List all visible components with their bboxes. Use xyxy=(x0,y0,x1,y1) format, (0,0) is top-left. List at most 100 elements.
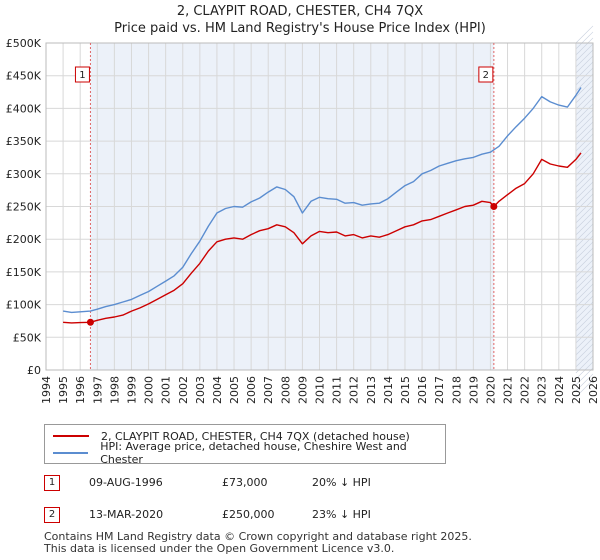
sale-date-2: 13-MAR-2020 xyxy=(89,508,164,521)
x-tick-label: 1999 xyxy=(125,376,138,404)
future-hatch-line xyxy=(575,325,594,344)
legend-label-property: 2, CLAYPIT ROAD, CHESTER, CH4 7QX (detac… xyxy=(101,429,410,443)
sale-delta-2: 23% ↓ HPI xyxy=(312,508,371,521)
x-tick-label: 2021 xyxy=(502,376,515,404)
x-tick-label: 2023 xyxy=(536,376,549,404)
future-hatch-line xyxy=(575,151,594,170)
legend-swatch-property xyxy=(53,435,89,437)
x-tick-label: 2002 xyxy=(177,376,190,404)
future-hatch-line xyxy=(575,265,594,284)
y-tick-label: £100K xyxy=(6,299,42,312)
future-hatch-line xyxy=(575,181,594,200)
sale-badge-1: 1 xyxy=(44,475,60,491)
x-tick-label: 2003 xyxy=(194,376,207,404)
sale-delta-1: 20% ↓ HPI xyxy=(312,476,371,489)
future-hatch-line xyxy=(575,259,594,278)
legend: 2, CLAYPIT ROAD, CHESTER, CH4 7QX (detac… xyxy=(44,424,446,466)
future-hatch-line xyxy=(575,241,594,260)
x-tick-label: 1995 xyxy=(57,376,70,404)
property-series-line xyxy=(63,152,582,324)
sale-badge-2: 2 xyxy=(44,507,60,523)
x-tick-label: 1994 xyxy=(40,376,53,404)
y-tick-label: £500K xyxy=(6,37,42,50)
x-tick-label: 2018 xyxy=(450,376,463,404)
sale-row-2: 2 13-MAR-2020 £250,000 23% ↓ HPI xyxy=(44,507,584,527)
future-hatch-line xyxy=(575,175,594,194)
future-hatch-line xyxy=(575,67,594,86)
future-hatch-line xyxy=(575,103,594,122)
future-hatch-line xyxy=(575,127,594,146)
legend-label-hpi: HPI: Average price, detached house, Ches… xyxy=(100,440,407,466)
future-hatch-line xyxy=(575,337,594,356)
future-hatch-line xyxy=(575,169,594,188)
future-hatch-line xyxy=(575,139,594,158)
x-tick-label: 1996 xyxy=(74,376,87,404)
future-hatch-line xyxy=(575,145,594,164)
future-hatch-line xyxy=(575,193,594,212)
future-hatch-line xyxy=(575,49,594,68)
future-hatch-line xyxy=(575,121,594,140)
sale-marker-label-1: 1 xyxy=(79,70,85,81)
x-tick-label: 2024 xyxy=(553,376,566,404)
hpi-series-line xyxy=(62,87,582,314)
legend-item-hpi: HPI: Average price, detached house, Ches… xyxy=(53,440,445,466)
future-hatch-line xyxy=(575,91,594,110)
x-tick-label: 2008 xyxy=(279,376,292,404)
sale-price-2: £250,000 xyxy=(222,508,275,521)
x-tick-label: 2025 xyxy=(570,376,583,404)
future-hatch-line xyxy=(575,223,594,242)
future-hatch-line xyxy=(575,349,594,368)
y-tick-label: £350K xyxy=(6,135,42,148)
y-tick-label: £200K xyxy=(6,233,42,246)
y-tick-label: £450K xyxy=(6,70,42,83)
x-tick-label: 2004 xyxy=(211,376,224,404)
sale-point-1 xyxy=(86,318,94,326)
x-tick-label: 2000 xyxy=(143,376,156,404)
future-hatch-line xyxy=(575,247,594,266)
y-tick-label: £250K xyxy=(6,201,42,214)
future-hatch-line xyxy=(575,229,594,248)
plot-frame xyxy=(45,42,594,371)
x-tick-label: 2009 xyxy=(296,376,309,404)
sale-marker-box-2 xyxy=(478,66,494,83)
legend-item-property: 2, CLAYPIT ROAD, CHESTER, CH4 7QX (detac… xyxy=(53,428,410,444)
sale-price-1: £73,000 xyxy=(222,476,268,489)
x-tick-label: 2020 xyxy=(484,376,497,404)
future-hatch-line xyxy=(575,85,594,104)
future-hatch-line xyxy=(575,283,594,302)
future-hatch-line xyxy=(575,79,594,98)
y-tick-label: £300K xyxy=(6,168,42,181)
y-tick-label: £400K xyxy=(6,102,42,115)
future-hatch-line xyxy=(575,379,594,398)
sale-row-1: 1 09-AUG-1996 £73,000 20% ↓ HPI xyxy=(44,475,584,495)
x-tick-label: 2006 xyxy=(245,376,258,404)
future-hatch-line xyxy=(575,115,594,134)
future-hatch-line xyxy=(575,307,594,326)
future-hatch-line xyxy=(575,331,594,350)
y-tick-label: £50K xyxy=(13,331,42,344)
x-tick-label: 2007 xyxy=(262,376,275,404)
future-hatch-line xyxy=(575,373,594,392)
future-hatch-line xyxy=(575,43,594,62)
x-tick-label: 2017 xyxy=(433,376,446,404)
x-tick-label: 2026 xyxy=(587,376,600,404)
future-hatch-line xyxy=(575,25,594,44)
x-tick-label: 2016 xyxy=(416,376,429,404)
future-hatch-line xyxy=(575,133,594,152)
x-tick-label: 2001 xyxy=(160,376,173,404)
future-hatch-line xyxy=(575,319,594,338)
future-hatch-line xyxy=(575,163,594,182)
future-hatch-line xyxy=(575,37,594,56)
price-chart: £0 £50K £100K £150K £200K £250K £300K £350K £400… xyxy=(6,25,600,404)
y-tick-label: £0 xyxy=(27,364,41,377)
x-tick-label: 1997 xyxy=(91,376,104,404)
footer-line-2: This data is licensed under the Open Gov… xyxy=(44,542,395,555)
future-hatch-line xyxy=(575,109,594,128)
future-hatch-line xyxy=(575,55,594,74)
x-tick-label: 2011 xyxy=(331,376,344,404)
x-tick-label: 2015 xyxy=(399,376,412,404)
sale-date-1: 09-AUG-1996 xyxy=(89,476,163,489)
x-tick-label: 2012 xyxy=(348,376,361,404)
footer-line-1: Contains HM Land Registry data © Crown c… xyxy=(44,530,472,543)
x-tick-label: 1998 xyxy=(108,376,121,404)
